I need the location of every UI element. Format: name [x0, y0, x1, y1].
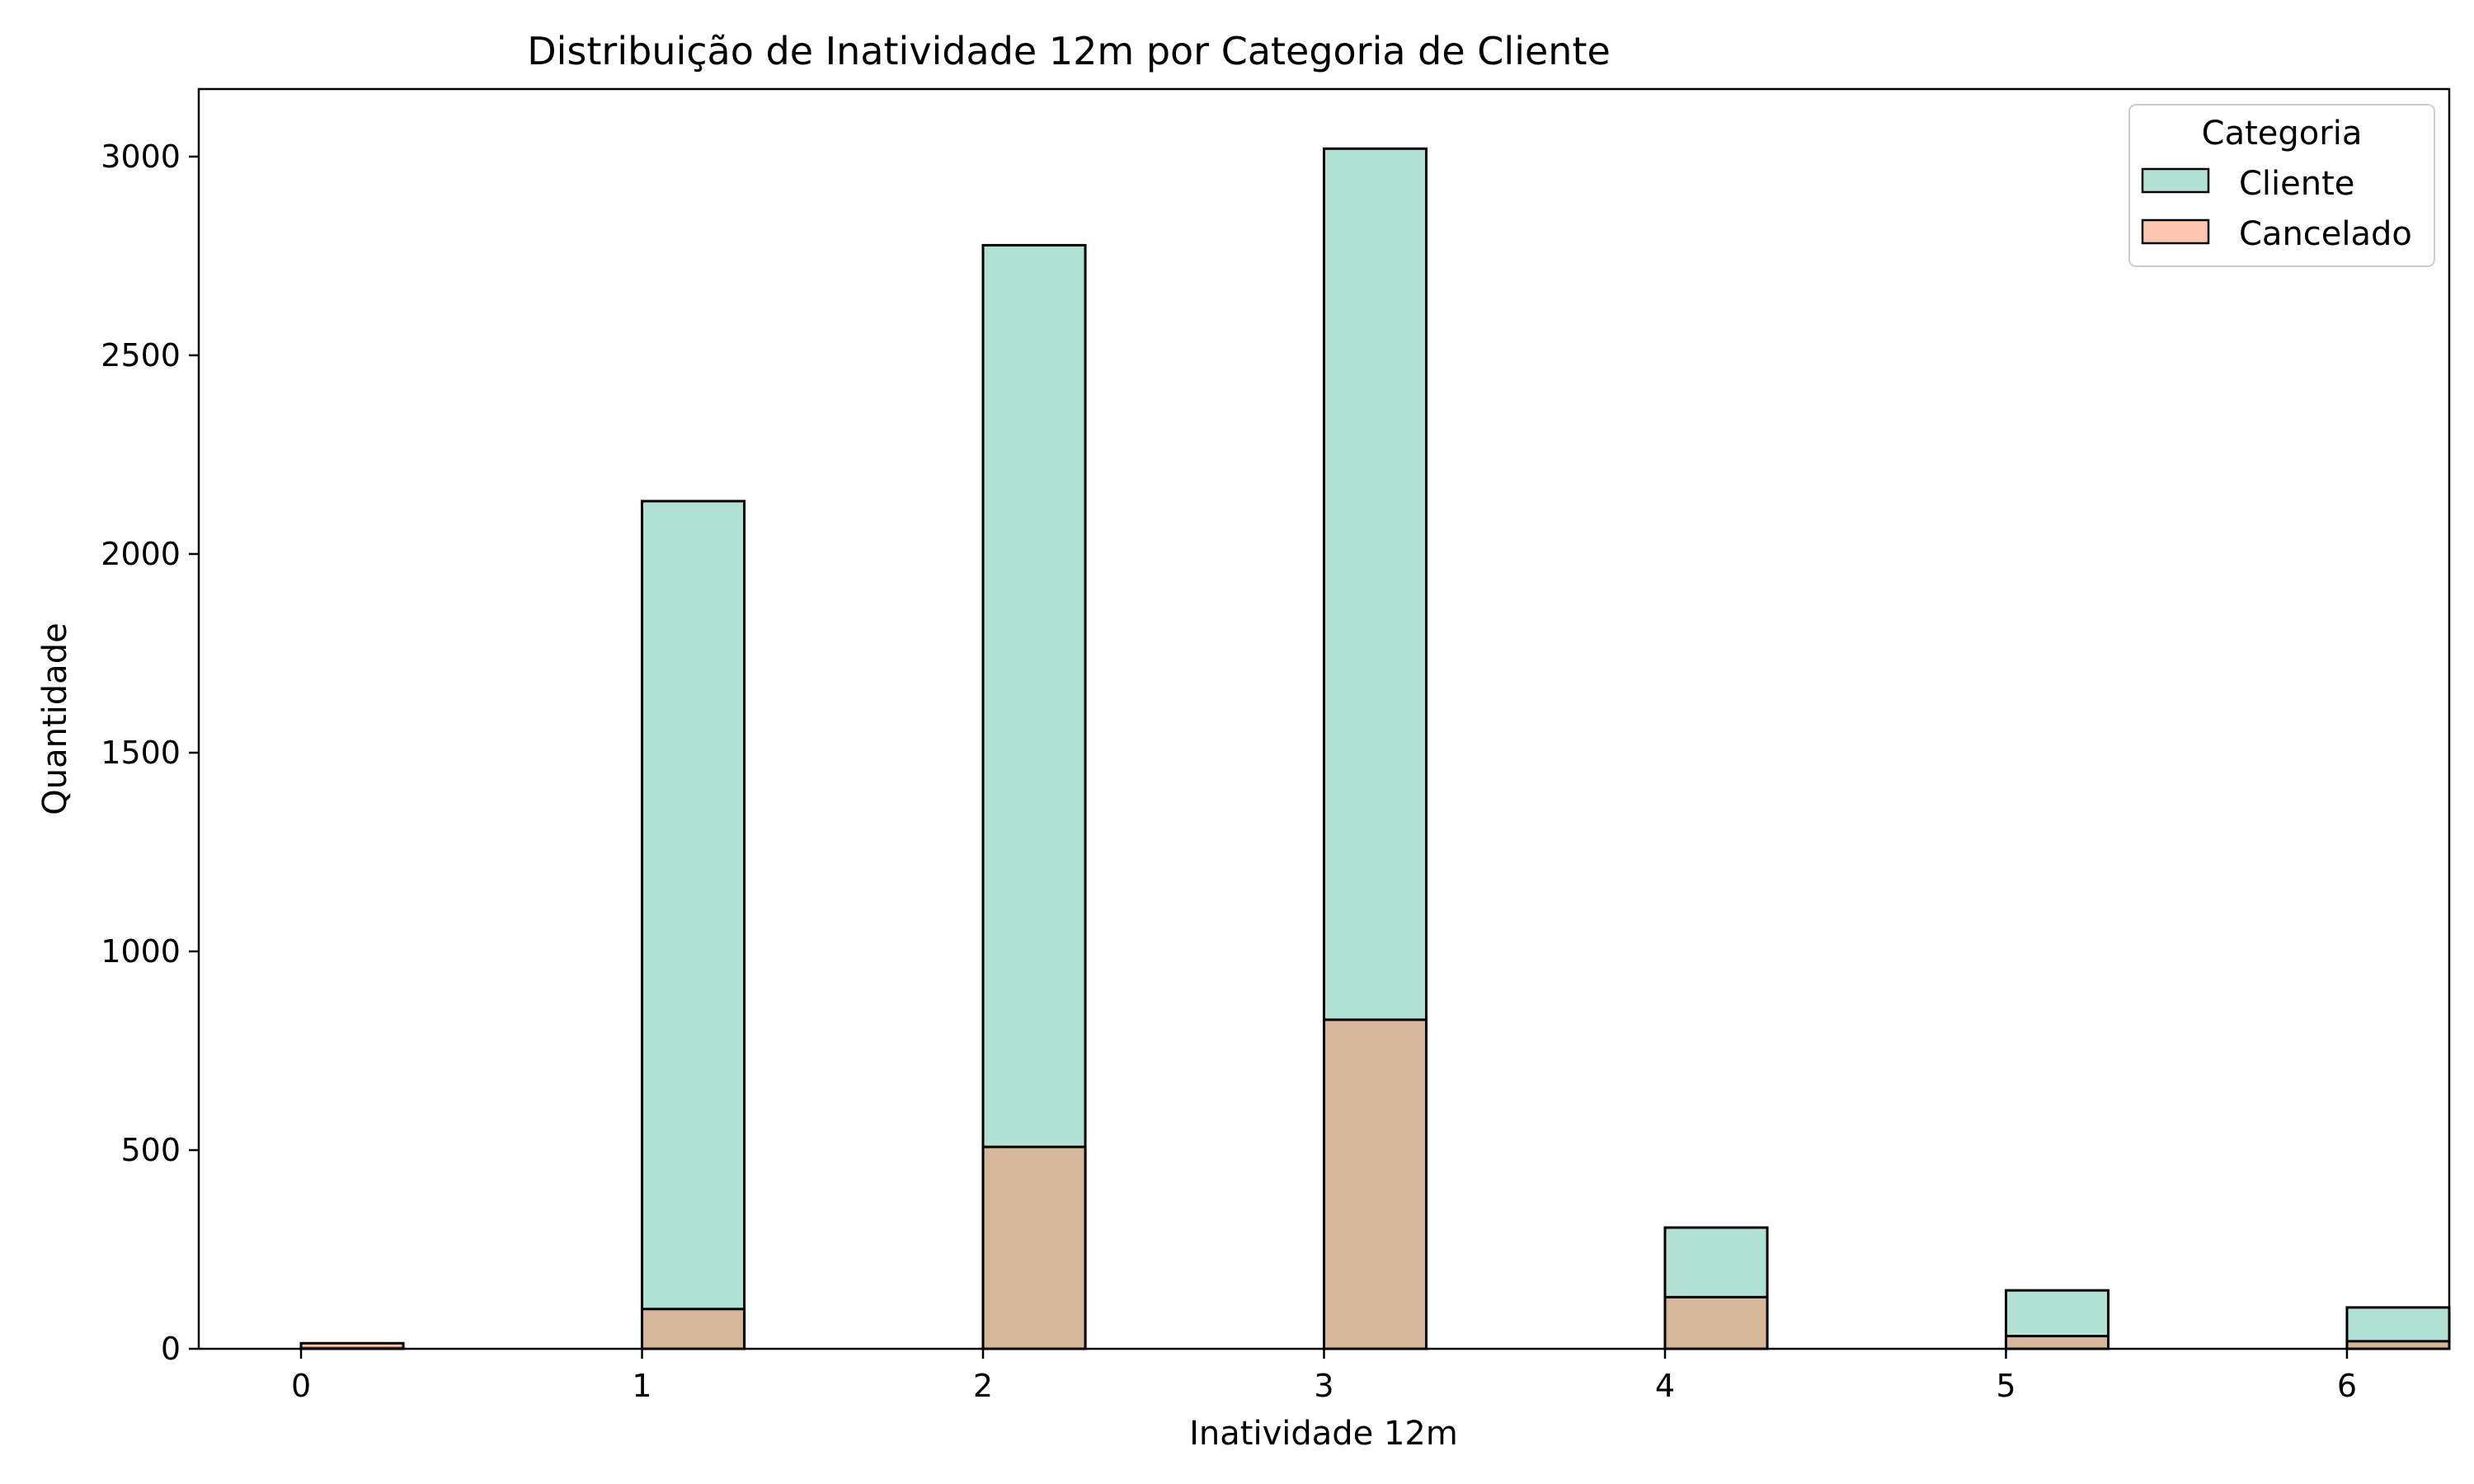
legend-label-cancelado: Cancelado [2239, 215, 2412, 253]
x-tick-label: 3 [1314, 1368, 1333, 1404]
y-tick-label: 2500 [101, 337, 181, 373]
y-tick-label: 1500 [101, 735, 181, 771]
legend-title: Categoria [2202, 115, 2363, 153]
y-tick-label: 2000 [101, 536, 181, 572]
y-tick-label: 3000 [101, 139, 181, 175]
x-tick-label: 5 [1996, 1368, 2015, 1404]
bars-layer [299, 147, 2451, 1350]
y-tick-label: 0 [161, 1331, 181, 1367]
x-tick-label: 1 [632, 1368, 651, 1404]
chart-title: Distribuição de Inatividade 12m por Cate… [527, 29, 1611, 73]
bar-cancelado-5 [2004, 1335, 2110, 1350]
bar-cancelado-1 [641, 1308, 746, 1350]
x-tick-label: 6 [2337, 1368, 2357, 1404]
y-tick-label: 500 [120, 1132, 181, 1168]
legend-swatch-cliente [2141, 167, 2210, 194]
x-tick-label: 0 [291, 1368, 311, 1404]
y-axis: 0 500 1000 1500 2000 2500 3000 [101, 139, 199, 1367]
x-tick-label: 2 [973, 1368, 993, 1404]
bar-cancelado-2 [981, 1145, 1087, 1350]
bar-cliente-1 [641, 500, 746, 1350]
bar-cancelado-4 [1663, 1295, 1769, 1350]
bar-cancelado-6 [2345, 1340, 2451, 1350]
legend-label-cliente: Cliente [2239, 165, 2354, 203]
legend: Categoria Cliente Cancelado [2128, 104, 2435, 267]
x-axis-label: Inatividade 12m [1189, 1415, 1458, 1453]
y-tick-label: 1000 [101, 933, 181, 970]
bar-cancelado-3 [1323, 1018, 1428, 1350]
legend-swatch-cancelado [2141, 218, 2210, 245]
y-axis-label: Quantidade [36, 622, 74, 815]
x-axis: 0 1 2 3 4 5 6 [291, 1349, 2357, 1404]
x-tick-label: 4 [1655, 1368, 1675, 1404]
